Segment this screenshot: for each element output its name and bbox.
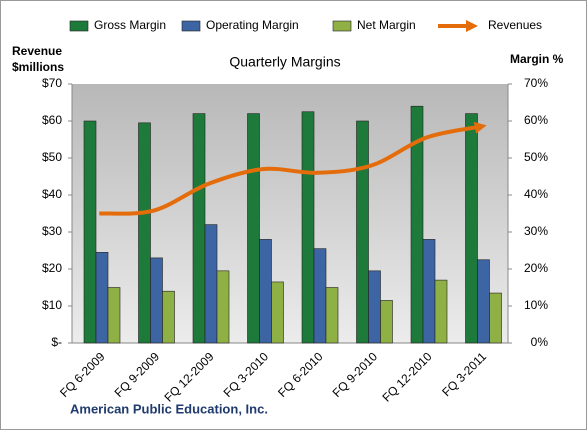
y-axis-label: $millions (12, 60, 64, 74)
legend-swatch (332, 20, 352, 32)
bar (247, 113, 260, 344)
bar (301, 111, 315, 344)
bar (380, 300, 393, 344)
bar (325, 287, 339, 344)
y-tick-label: $20 (42, 261, 62, 275)
bar (83, 120, 97, 344)
y2-tick-label: 60% (524, 113, 548, 127)
bar (216, 270, 230, 344)
y2-tick-label: 40% (524, 187, 548, 201)
bar (138, 122, 151, 344)
bar (204, 224, 218, 344)
bar (259, 239, 272, 344)
bar (95, 252, 109, 344)
bar (410, 105, 424, 344)
bar (434, 279, 448, 344)
y-tick-label: $60 (42, 113, 62, 127)
y2-tick-label: 30% (524, 224, 548, 238)
y2-tick-label: 0% (531, 335, 549, 349)
legend-label: Net Margin (357, 18, 416, 32)
y-tick-label: $40 (42, 187, 62, 201)
y-tick-label: $70 (42, 76, 62, 90)
bar (356, 120, 369, 344)
y2-tick-label: 50% (524, 150, 548, 164)
chart-title: Quarterly Margins (229, 54, 340, 70)
bar (271, 281, 284, 344)
y-tick-label: $30 (42, 224, 62, 238)
y2-tick-label: 10% (524, 298, 548, 312)
bar (465, 113, 478, 344)
bar (107, 287, 121, 344)
bar (368, 270, 381, 344)
y-tick-label: $50 (42, 150, 62, 164)
bar (477, 259, 490, 344)
bar (313, 248, 327, 344)
bar (150, 257, 163, 344)
bar (422, 239, 436, 344)
legend-label: Operating Margin (206, 18, 299, 32)
legend-label: Revenues (488, 18, 542, 32)
legend-label: Gross Margin (94, 18, 166, 32)
y-tick-label: $- (51, 335, 62, 349)
line-series (99, 121, 487, 216)
bar (489, 292, 502, 344)
y-axis-label: Revenue (12, 44, 62, 58)
y2-tick-label: 20% (524, 261, 548, 275)
legend-swatch (181, 20, 201, 32)
legend-swatch (69, 20, 89, 32)
footer: American Public Education, Inc. (70, 401, 268, 416)
bar (192, 113, 206, 344)
bar (162, 290, 175, 344)
y2-tick-label: 70% (524, 76, 548, 90)
y2-axis-label: Margin % (510, 52, 564, 66)
y-tick-label: $10 (42, 298, 62, 312)
